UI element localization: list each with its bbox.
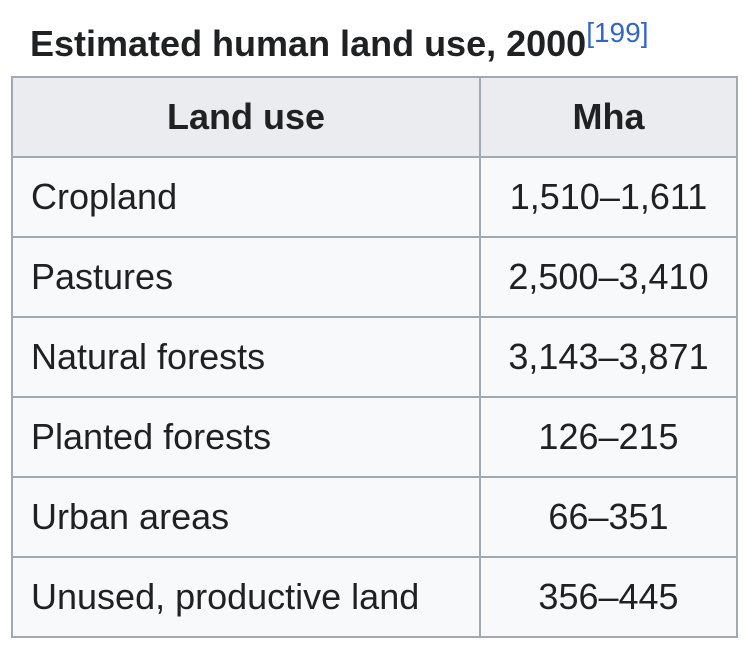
land-use-cell: Urban areas xyxy=(11,476,481,558)
mha-cell: 356–445 xyxy=(479,556,738,638)
table-row: Pastures 2,500–3,410 xyxy=(11,236,738,318)
table-row: Natural forests 3,143–3,871 xyxy=(11,316,738,398)
land-use-cell: Cropland xyxy=(11,156,481,238)
mha-cell: 126–215 xyxy=(479,396,738,478)
caption-title: Estimated human land use, 2000 xyxy=(30,23,587,64)
header-row: Land use Mha xyxy=(11,76,738,158)
land-use-cell: Natural forests xyxy=(11,316,481,398)
mha-cell: 1,510–1,611 xyxy=(479,156,738,238)
mha-cell: 2,500–3,410 xyxy=(479,236,738,318)
table-row: Unused, productive land 356–445 xyxy=(11,556,738,638)
table-row: Urban areas 66–351 xyxy=(11,476,738,558)
reference-link[interactable]: [199] xyxy=(586,17,649,48)
land-use-cell: Pastures xyxy=(11,236,481,318)
table-row: Planted forests 126–215 xyxy=(11,396,738,478)
column-header-mha: Mha xyxy=(479,76,738,158)
mha-cell: 3,143–3,871 xyxy=(479,316,738,398)
land-use-cell: Unused, productive land xyxy=(11,556,481,638)
mha-cell: 66–351 xyxy=(479,476,738,558)
table-row: Cropland 1,510–1,611 xyxy=(11,156,738,238)
land-use-table: Land use Mha Cropland 1,510–1,611 Pastur… xyxy=(11,76,738,638)
column-header-land-use: Land use xyxy=(11,76,481,158)
land-use-cell: Planted forests xyxy=(11,396,481,478)
table-caption: Estimated human land use, 2000[199] xyxy=(30,16,648,72)
